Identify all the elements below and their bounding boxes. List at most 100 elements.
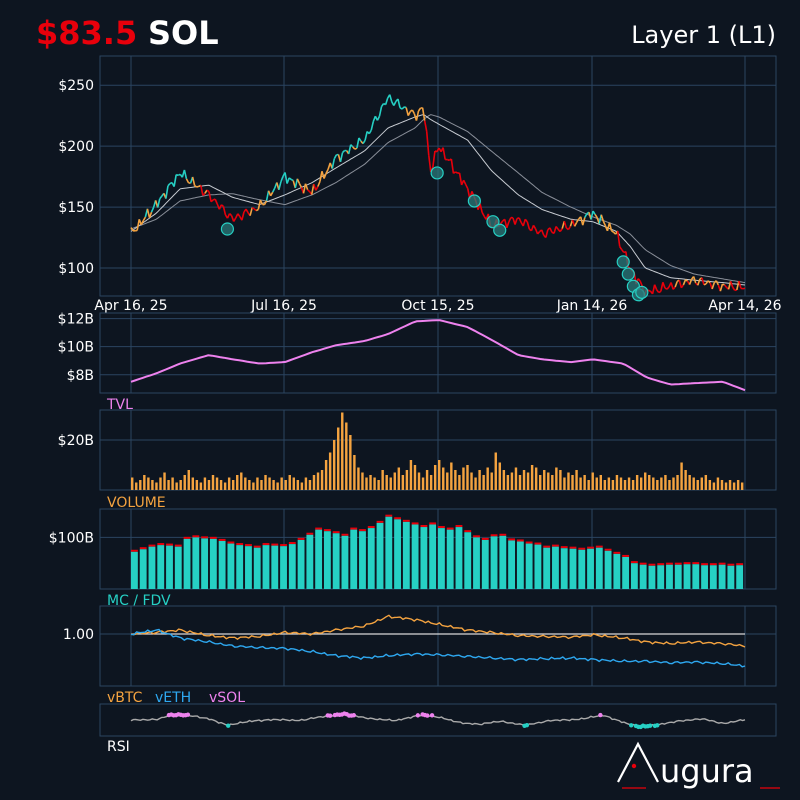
- fdv-cap-mark: [613, 551, 621, 554]
- volume-bar: [353, 455, 356, 490]
- fdv-cap-mark: [288, 542, 296, 545]
- mc-bar: [701, 565, 708, 589]
- volume-bar: [676, 475, 679, 490]
- price-line-segment: [701, 277, 705, 286]
- volume-bar: [397, 467, 401, 490]
- fdv-cap-mark: [201, 536, 209, 539]
- fdv-cap-mark: [367, 526, 375, 529]
- mc-bar: [341, 535, 349, 589]
- relative-legend-veth: vETH: [155, 690, 191, 706]
- volume-bar: [433, 465, 437, 490]
- volume-bar: [680, 462, 683, 490]
- mc-bar: [420, 527, 428, 589]
- volume-bar: [635, 475, 639, 490]
- mc-bar: [525, 543, 533, 589]
- fdv-cap-mark: [209, 536, 217, 539]
- fdv-cap-mark: [727, 563, 735, 566]
- price-line-segment: [680, 284, 685, 289]
- volume-bar: [579, 477, 582, 490]
- price-line-segment: [403, 106, 407, 109]
- mc-bar: [227, 543, 235, 589]
- fdv-cap-mark: [323, 529, 331, 532]
- price-line-segment: [191, 176, 196, 186]
- price-grid: [99, 55, 777, 297]
- fdv-cap-mark: [411, 522, 419, 525]
- panel-frame: [99, 703, 777, 737]
- price-line-segment: [130, 227, 134, 232]
- fdv-cap-mark: [683, 562, 691, 565]
- price-line-segment: [220, 204, 224, 207]
- fdv-cap-mark: [306, 532, 314, 535]
- fdv-cap-mark: [666, 562, 673, 565]
- fdv-cap-mark: [245, 544, 252, 547]
- mc-bar: [490, 536, 498, 589]
- price-line-segment: [232, 217, 237, 222]
- volume-bar: [611, 480, 615, 490]
- volume-bar: [159, 477, 162, 490]
- mcfdv-panel: $100B MC / FDV: [49, 508, 777, 609]
- price-line-segment: [175, 173, 179, 177]
- volume-bar: [288, 475, 291, 490]
- mc-bar: [473, 537, 480, 589]
- fdv-cap-mark: [183, 536, 191, 539]
- volume-bar: [599, 475, 603, 490]
- price-line-segment: [619, 246, 623, 251]
- price-line-segment: [368, 129, 372, 135]
- fdv-cap-mark: [148, 544, 156, 547]
- volume-bar: [668, 480, 671, 490]
- volume-bar: [203, 477, 207, 490]
- volume-bar: [211, 475, 215, 490]
- tvl-axis-labels: $8B $10B $12B TVL: [58, 312, 133, 413]
- price-line-segment: [177, 173, 181, 177]
- volume-bar: [429, 475, 433, 490]
- mc-bar: [297, 539, 305, 589]
- fdv-cap-mark: [218, 538, 226, 541]
- mc-bar: [516, 541, 524, 589]
- logo-wordmark: ugura: [660, 752, 754, 790]
- mc-bar: [578, 549, 586, 589]
- mc-bar: [350, 529, 358, 589]
- price-line-segment: [499, 220, 504, 225]
- fdv-cap-mark: [569, 546, 577, 549]
- volume-bar: [732, 482, 736, 490]
- fdv-cap-mark: [595, 545, 603, 548]
- mc-bar: [692, 564, 700, 589]
- price-line-segment: [738, 280, 742, 289]
- mc-bar: [481, 539, 489, 589]
- fdv-cap-mark: [455, 525, 463, 527]
- price-line-segment: [302, 183, 307, 194]
- price-line-segment: [249, 207, 253, 216]
- fdv-cap-mark: [271, 543, 279, 546]
- price-axis-labels: $100 $150 $200 $250 Apr 16, 25 Jul 16, 25 Oct …: [58, 78, 781, 314]
- price-line-segment: [688, 278, 693, 285]
- mcfdv-panel-title: MC / FDV: [107, 593, 171, 609]
- price-signal-marker: [621, 267, 635, 281]
- fdv-cap-mark: [420, 525, 428, 527]
- mc-bar: [385, 516, 393, 589]
- current-price: $83.5: [36, 14, 138, 52]
- volume-bar: [268, 477, 271, 490]
- volume-bar: [623, 480, 627, 490]
- price-line-segment: [165, 185, 169, 199]
- price-line-segment: [722, 283, 725, 286]
- price-line-segment: [637, 278, 641, 282]
- price-signal-marker: [493, 223, 507, 237]
- volume-bar: [332, 440, 336, 490]
- rsi-overbought-dot: [425, 713, 430, 718]
- volume-bar: [308, 480, 312, 490]
- price-line-segment: [148, 211, 153, 219]
- price-line-segment: [508, 217, 512, 223]
- fdv-cap-mark: [446, 527, 454, 530]
- fdv-cap-mark: [139, 547, 147, 550]
- mc-bar: [683, 564, 691, 589]
- volume-bar: [696, 480, 699, 490]
- price-line-segment: [257, 199, 262, 210]
- price-line-segment: [594, 214, 598, 218]
- price-line-segment: [150, 207, 155, 213]
- volume-bar: [304, 477, 308, 490]
- rsi-labels: RSI: [107, 739, 130, 755]
- price-signal-marker: [467, 194, 481, 208]
- mc-bar: [245, 546, 252, 589]
- volume-bar: [240, 472, 243, 490]
